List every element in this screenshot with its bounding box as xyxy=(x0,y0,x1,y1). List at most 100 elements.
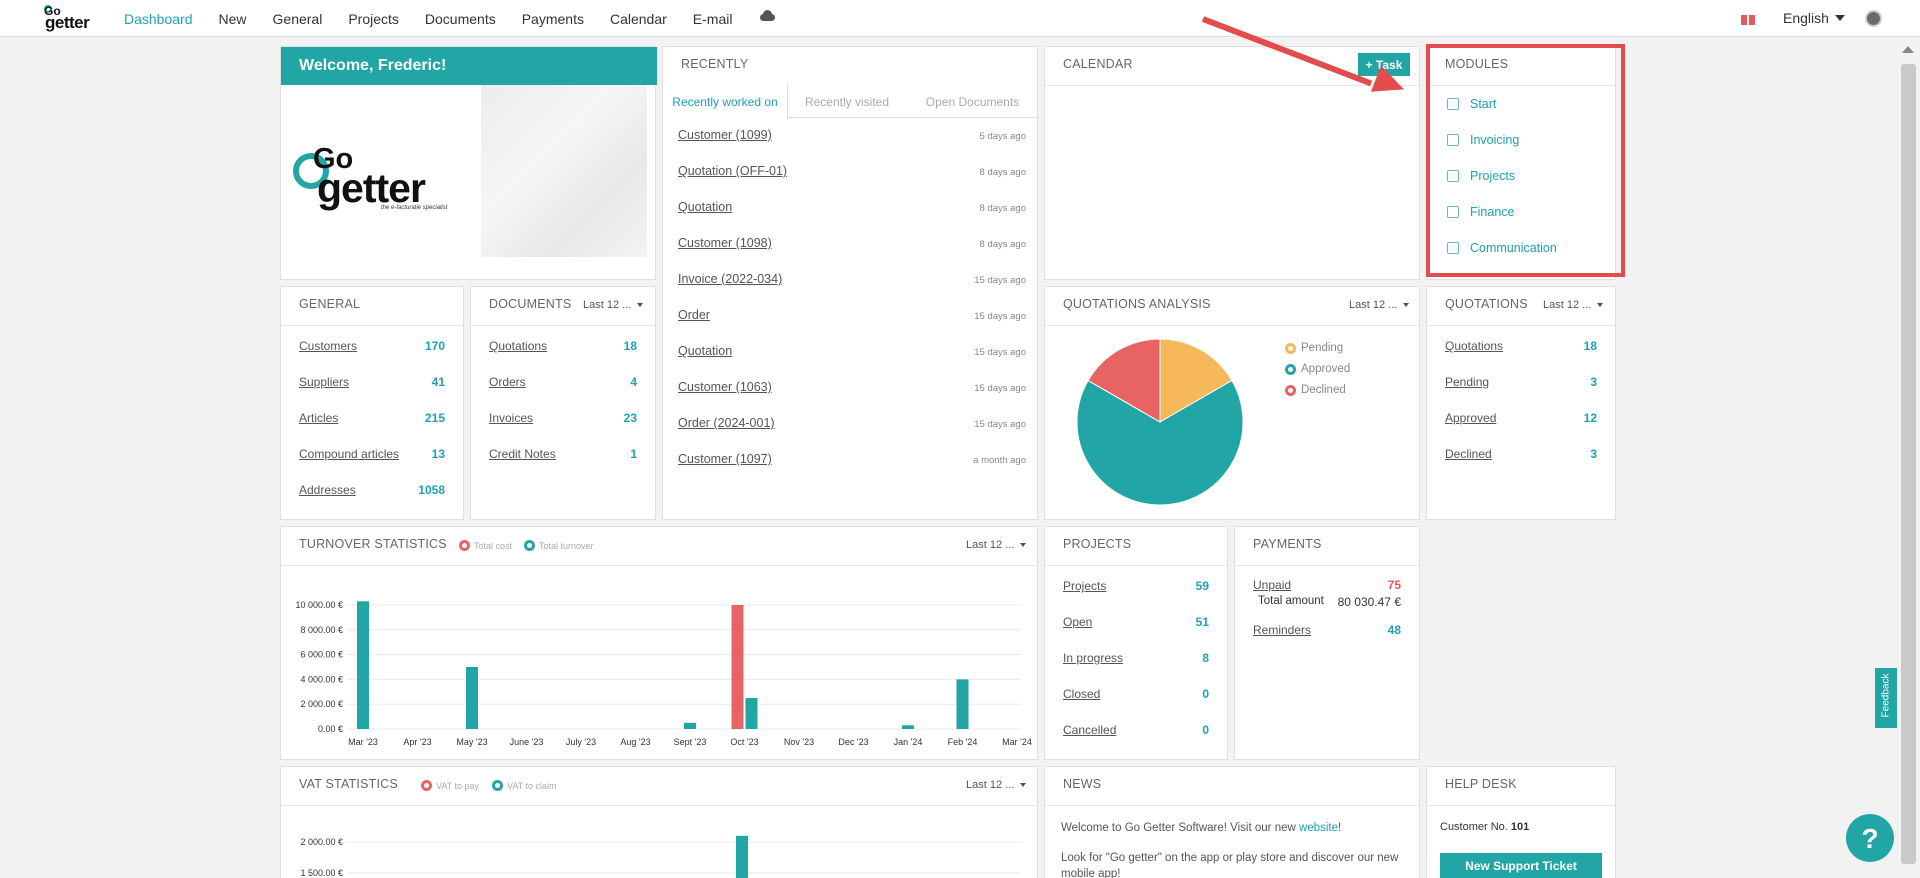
legend-item: VAT to pay xyxy=(421,780,479,791)
reminders-link[interactable]: Reminders xyxy=(1253,623,1312,637)
stat-link[interactable]: Compound articles xyxy=(299,447,400,461)
general-title: GENERAL xyxy=(299,297,361,311)
stat-value: 215 xyxy=(424,411,445,425)
stat-link[interactable]: In progress xyxy=(1063,651,1124,665)
language-selector[interactable]: English xyxy=(1783,10,1829,26)
recently-title: RECENTLY xyxy=(681,57,749,71)
avatar[interactable] xyxy=(1865,10,1882,27)
module-finance[interactable]: Finance xyxy=(1447,205,1557,241)
recent-link[interactable]: Order (2024-001) xyxy=(678,416,775,430)
stat-link[interactable]: Open xyxy=(1063,615,1093,629)
gift-icon[interactable] xyxy=(1741,11,1755,25)
welcome-panel: Welcome, Frederic! Go getter the e-factu… xyxy=(280,46,657,280)
stat-link[interactable]: Customers xyxy=(299,339,358,353)
stat-row: Credit Notes 1 xyxy=(489,447,637,483)
legend-total-cost-icon xyxy=(459,540,470,551)
bar-total-turnover xyxy=(684,722,696,729)
page-scrollbar[interactable] xyxy=(1897,38,1920,878)
blurred-image xyxy=(481,85,647,257)
vat-period-dropdown[interactable]: Last 12 ... xyxy=(966,779,1026,791)
cloud-icon[interactable] xyxy=(758,10,776,21)
bar-total-cost xyxy=(731,605,744,729)
help-icon[interactable]: ? xyxy=(1846,814,1894,862)
nav-documents[interactable]: Documents xyxy=(424,10,496,27)
scroll-thumb[interactable] xyxy=(1901,64,1916,864)
x-tick-label: Oct '23 xyxy=(730,737,758,747)
quotations-period-dropdown[interactable]: Last 12 ... xyxy=(1543,299,1603,311)
module-start[interactable]: Start xyxy=(1447,97,1557,133)
recent-link[interactable]: Customer (1097) xyxy=(678,452,772,466)
customer-number: Customer No. 101 xyxy=(1440,821,1529,833)
recent-time: 15 days ago xyxy=(974,383,1026,394)
bar-vat-to-claim xyxy=(736,835,748,878)
website-link[interactable]: website xyxy=(1298,822,1338,834)
logo-getter-text: getter xyxy=(45,13,90,32)
x-tick-label: Jan '24 xyxy=(894,737,923,747)
stat-link[interactable]: Credit Notes xyxy=(489,447,556,461)
recent-link[interactable]: Invoice (2022-034) xyxy=(678,272,783,286)
quotations-panel: QUOTATIONS Last 12 ... Quotations 18 Pend… xyxy=(1426,286,1616,520)
stat-link[interactable]: Quotations xyxy=(489,339,548,353)
turnover-period-dropdown[interactable]: Last 12 ... xyxy=(966,539,1026,551)
stat-link[interactable]: Suppliers xyxy=(299,375,350,389)
tab-open-documents[interactable]: Open Documents xyxy=(925,95,1020,109)
qa-period-dropdown[interactable]: Last 12 ... xyxy=(1349,299,1409,311)
projects-icon xyxy=(1447,170,1459,182)
stat-row: Customers 170 xyxy=(299,339,445,375)
feedback-tab[interactable]: Feedback xyxy=(1875,668,1897,728)
stat-link[interactable]: Cancelled xyxy=(1063,723,1117,737)
recent-link[interactable]: Order xyxy=(678,308,710,322)
recent-link[interactable]: Quotation xyxy=(678,344,733,358)
recent-link[interactable]: Quotation xyxy=(678,200,733,214)
modules-list: Start Invoicing Projects Finance Communi… xyxy=(1447,97,1557,277)
recent-link[interactable]: Customer (1099) xyxy=(678,128,772,142)
legend-item: Pending xyxy=(1285,342,1350,363)
list-item: Customer (1098) 8 days ago xyxy=(678,236,1026,272)
add-task-button[interactable]: + Task xyxy=(1358,53,1410,76)
nav-calendar[interactable]: Calendar xyxy=(609,10,667,27)
nav-projects[interactable]: Projects xyxy=(348,10,399,27)
nav-payments[interactable]: Payments xyxy=(521,10,584,27)
divider xyxy=(471,325,655,326)
legend-item: Total turnover xyxy=(524,540,594,551)
module-communication[interactable]: Communication xyxy=(1447,241,1557,277)
module-projects[interactable]: Projects xyxy=(1447,169,1557,205)
stat-link[interactable]: Quotations xyxy=(1445,339,1504,353)
scroll-up-icon[interactable] xyxy=(1902,46,1914,53)
nav-dashboard[interactable]: Dashboard xyxy=(124,10,193,27)
stat-row: Quotations 18 xyxy=(489,339,637,375)
divider xyxy=(1235,565,1419,566)
tab-recently-worked-on[interactable]: Recently worked on xyxy=(663,85,788,119)
news-title: NEWS xyxy=(1063,777,1102,791)
recent-link[interactable]: Customer (1063) xyxy=(678,380,772,394)
new-support-ticket-button[interactable]: New Support Ticket xyxy=(1440,853,1602,878)
logo-g-mark xyxy=(293,153,329,189)
turnover-panel: TURNOVER STATISTICS Total cost Total tur… xyxy=(280,526,1038,760)
unpaid-link[interactable]: Unpaid xyxy=(1253,578,1292,592)
stat-link[interactable]: Projects xyxy=(1063,579,1107,593)
stat-link[interactable]: Approved xyxy=(1445,411,1497,425)
stat-link[interactable]: Invoices xyxy=(489,411,534,425)
recent-link[interactable]: Quotation (OFF-01) xyxy=(678,164,788,178)
legend-label: Pending xyxy=(1301,342,1344,354)
stat-link[interactable]: Pending xyxy=(1445,375,1490,389)
chevron-down-icon[interactable] xyxy=(1835,15,1845,21)
stat-link[interactable]: Articles xyxy=(299,411,339,425)
nav-general[interactable]: General xyxy=(272,10,323,27)
nav-email[interactable]: E-mail xyxy=(692,10,733,27)
stat-value: 41 xyxy=(431,375,445,389)
recent-link[interactable]: Customer (1098) xyxy=(678,236,772,250)
nav-new[interactable]: New xyxy=(218,10,247,27)
stat-link[interactable]: Closed xyxy=(1063,687,1101,701)
bar-total-turnover xyxy=(466,667,478,729)
stat-value: 18 xyxy=(1583,339,1597,353)
documents-period-dropdown[interactable]: Last 12 ... xyxy=(583,299,643,311)
stat-link[interactable]: Addresses xyxy=(299,483,356,497)
stat-link[interactable]: Declined xyxy=(1445,447,1492,461)
recent-time: 8 days ago xyxy=(979,167,1026,178)
stat-link[interactable]: Orders xyxy=(489,375,526,389)
module-invoicing[interactable]: Invoicing xyxy=(1447,133,1557,169)
divider xyxy=(1045,85,1419,86)
tab-recently-visited[interactable]: Recently visited xyxy=(804,95,890,109)
app-logo[interactable]: Go getter xyxy=(44,4,100,32)
